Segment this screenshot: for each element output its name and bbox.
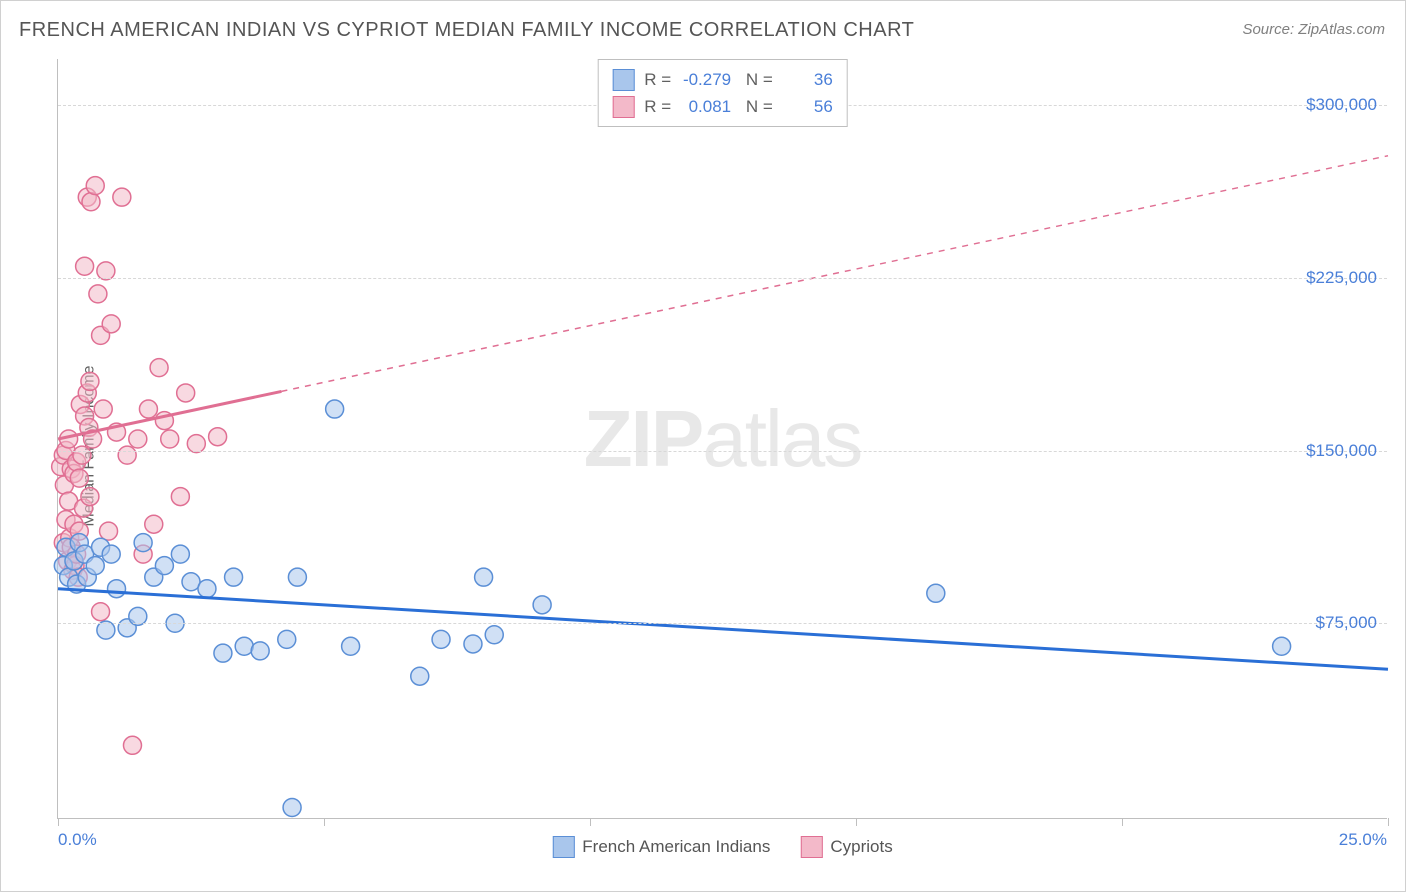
scatter-point bbox=[102, 545, 120, 563]
stat-n-label: N = bbox=[741, 93, 773, 120]
scatter-point bbox=[145, 515, 163, 533]
stat-n-value-1: 56 bbox=[783, 93, 833, 120]
chart-title: FRENCH AMERICAN INDIAN VS CYPRIOT MEDIAN… bbox=[19, 19, 914, 42]
scatter-point bbox=[288, 568, 306, 586]
scatter-point bbox=[475, 568, 493, 586]
scatter-point bbox=[171, 488, 189, 506]
legend-series-label-0: French American Indians bbox=[582, 837, 770, 857]
plot-svg bbox=[58, 59, 1387, 818]
ytick-label: $75,000 bbox=[1316, 613, 1377, 633]
stat-r-label: R = bbox=[644, 66, 671, 93]
scatter-point bbox=[81, 372, 99, 390]
scatter-point bbox=[89, 285, 107, 303]
scatter-point bbox=[76, 257, 94, 275]
scatter-point bbox=[94, 400, 112, 418]
scatter-point bbox=[198, 580, 216, 598]
scatter-point bbox=[342, 637, 360, 655]
legend-stats-row-0: R = -0.279 N = 36 bbox=[612, 66, 833, 93]
scatter-point bbox=[177, 384, 195, 402]
scatter-point bbox=[108, 580, 126, 598]
legend-swatch-0 bbox=[612, 69, 634, 91]
scatter-point bbox=[283, 798, 301, 816]
legend-swatch-0b bbox=[552, 836, 574, 858]
gridline bbox=[58, 623, 1387, 624]
scatter-point bbox=[70, 469, 88, 487]
scatter-point bbox=[225, 568, 243, 586]
scatter-point bbox=[278, 630, 296, 648]
scatter-point bbox=[1273, 637, 1291, 655]
plot-area: ZIPatlas R = -0.279 N = 36 R = 0.081 N =… bbox=[57, 59, 1387, 819]
legend-stats-row-1: R = 0.081 N = 56 bbox=[612, 93, 833, 120]
x-max-label: 25.0% bbox=[1339, 830, 1387, 850]
scatter-point bbox=[113, 188, 131, 206]
xtick bbox=[1122, 818, 1123, 826]
xtick bbox=[324, 818, 325, 826]
legend-swatch-1b bbox=[800, 836, 822, 858]
scatter-point bbox=[129, 430, 147, 448]
scatter-point bbox=[209, 428, 227, 446]
scatter-point bbox=[251, 642, 269, 660]
stat-r-value-1: 0.081 bbox=[681, 93, 731, 120]
scatter-point bbox=[326, 400, 344, 418]
gridline bbox=[58, 278, 1387, 279]
scatter-point bbox=[118, 446, 136, 464]
scatter-point bbox=[161, 430, 179, 448]
scatter-point bbox=[86, 557, 104, 575]
scatter-point bbox=[123, 736, 141, 754]
legend-series-item-1: Cypriots bbox=[800, 836, 892, 858]
legend-series-item-0: French American Indians bbox=[552, 836, 770, 858]
xtick bbox=[58, 818, 59, 826]
scatter-point bbox=[235, 637, 253, 655]
scatter-point bbox=[214, 644, 232, 662]
ytick-label: $150,000 bbox=[1306, 441, 1377, 461]
scatter-point bbox=[100, 522, 118, 540]
scatter-point bbox=[86, 177, 104, 195]
scatter-point bbox=[139, 400, 157, 418]
trend-line-dashed bbox=[281, 156, 1388, 392]
scatter-point bbox=[73, 446, 91, 464]
scatter-point bbox=[171, 545, 189, 563]
scatter-point bbox=[464, 635, 482, 653]
legend-series: French American Indians Cypriots bbox=[552, 836, 892, 858]
chart-container: FRENCH AMERICAN INDIAN VS CYPRIOT MEDIAN… bbox=[0, 0, 1406, 892]
legend-swatch-1 bbox=[612, 96, 634, 118]
x-min-label: 0.0% bbox=[58, 830, 97, 850]
xtick bbox=[1388, 818, 1389, 826]
legend-series-label-1: Cypriots bbox=[830, 837, 892, 857]
stat-r-value-0: -0.279 bbox=[681, 66, 731, 93]
ytick-label: $300,000 bbox=[1306, 95, 1377, 115]
scatter-point bbox=[81, 488, 99, 506]
scatter-point bbox=[411, 667, 429, 685]
stat-r-label: R = bbox=[644, 93, 671, 120]
scatter-point bbox=[102, 315, 120, 333]
scatter-point bbox=[82, 193, 100, 211]
scatter-point bbox=[432, 630, 450, 648]
scatter-point bbox=[150, 359, 168, 377]
stat-n-label: N = bbox=[741, 66, 773, 93]
scatter-point bbox=[92, 603, 110, 621]
scatter-point bbox=[485, 626, 503, 644]
xtick bbox=[590, 818, 591, 826]
stat-n-value-0: 36 bbox=[783, 66, 833, 93]
xtick bbox=[856, 818, 857, 826]
gridline bbox=[58, 451, 1387, 452]
legend-stats: R = -0.279 N = 36 R = 0.081 N = 56 bbox=[597, 59, 848, 127]
scatter-point bbox=[927, 584, 945, 602]
source-label: Source: ZipAtlas.com bbox=[1242, 21, 1385, 38]
scatter-point bbox=[155, 557, 173, 575]
scatter-point bbox=[134, 534, 152, 552]
scatter-point bbox=[533, 596, 551, 614]
ytick-label: $225,000 bbox=[1306, 268, 1377, 288]
